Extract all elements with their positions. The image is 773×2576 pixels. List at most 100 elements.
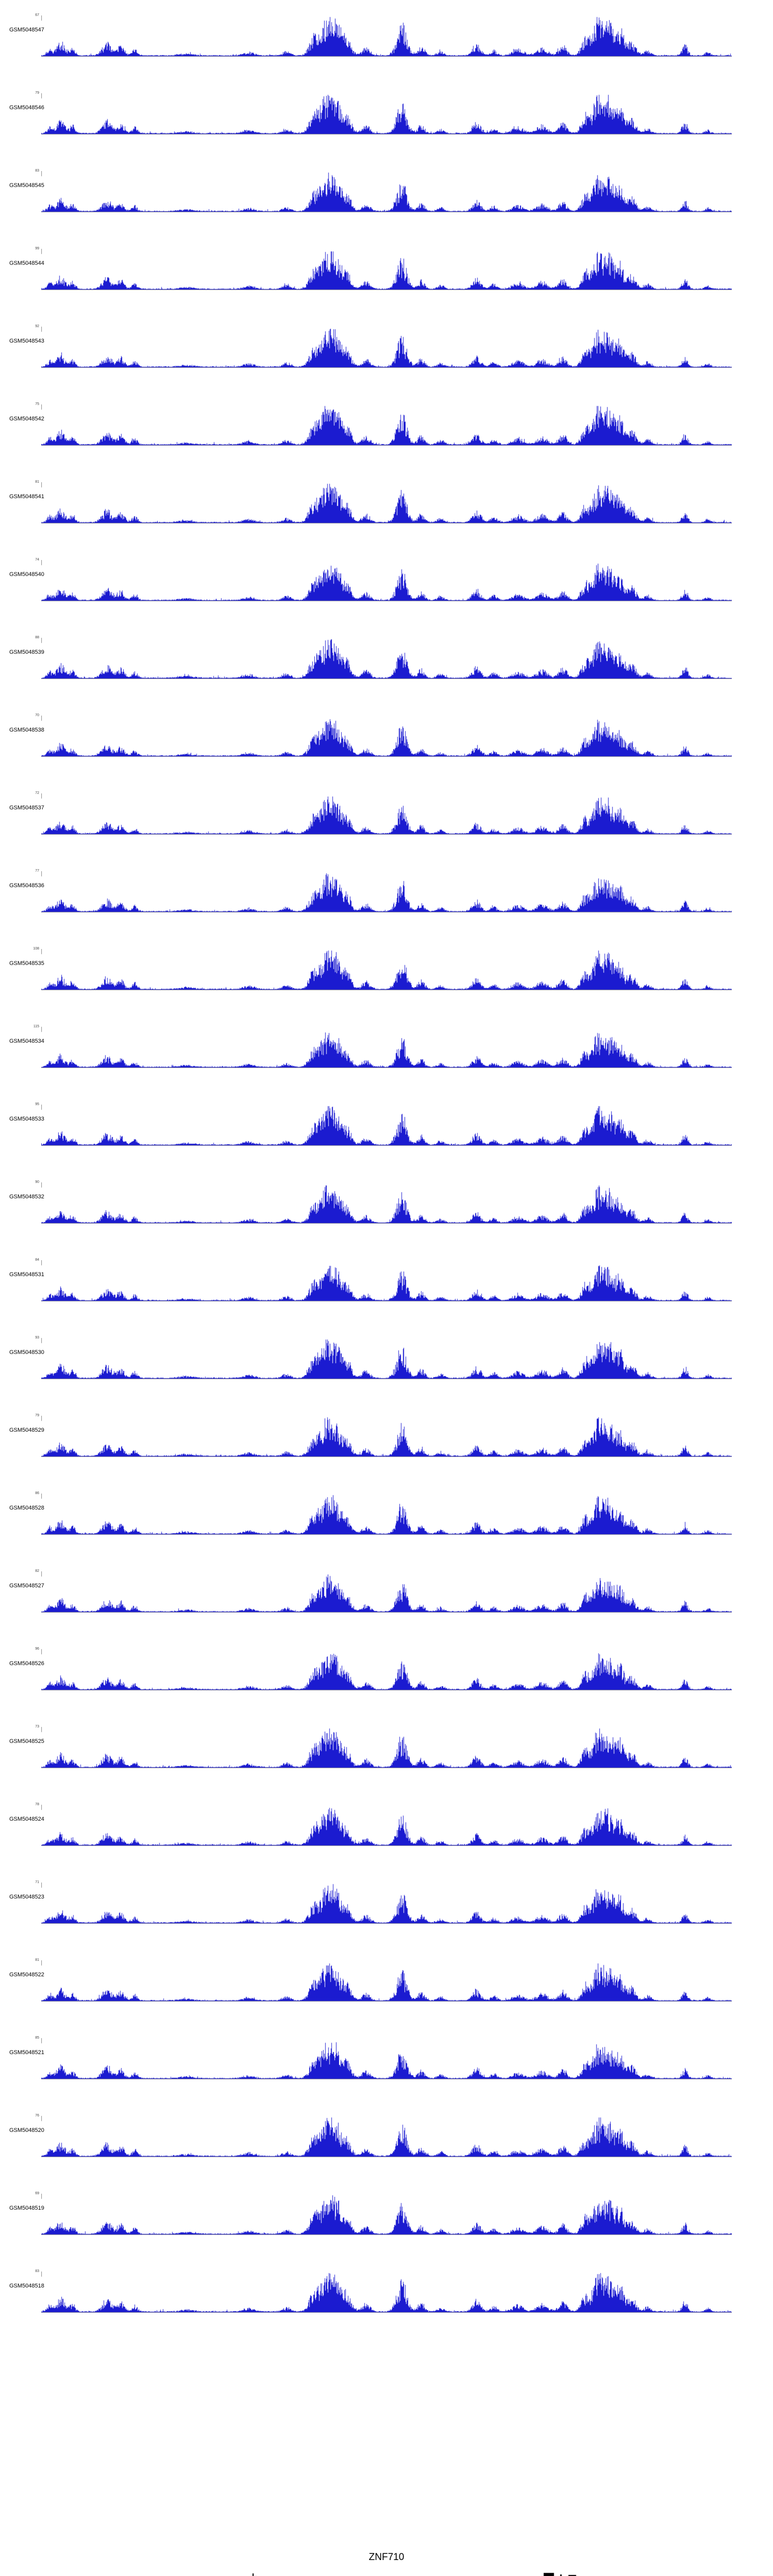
signal-track-canvas	[41, 1105, 732, 1146]
signal-track-canvas	[41, 171, 732, 212]
track-ymax-label: 79	[35, 91, 39, 95]
signal-track-row: GSM5048534 115	[0, 1025, 773, 1105]
track-sample-label: GSM5048519	[9, 2205, 44, 2211]
track-sample-label: GSM5048541	[9, 494, 44, 500]
signal-track-canvas	[41, 716, 732, 757]
gene-annotation-track: ZNF710	[0, 2548, 773, 2576]
track-sample-label: GSM5048532	[9, 1194, 44, 1200]
signal-track-canvas	[41, 1027, 732, 1068]
track-ymax-label: 67	[35, 13, 39, 17]
track-ymax-label: 92	[35, 325, 39, 328]
track-sample-label: GSM5048518	[9, 2283, 44, 2289]
signal-track-row: GSM5048532 90	[0, 1180, 773, 1260]
track-sample-label: GSM5048534	[9, 1038, 44, 1044]
signal-track-row: GSM5048525 73	[0, 1725, 773, 1805]
track-ymax-label: 76	[35, 2114, 39, 2117]
track-sample-label: GSM5048539	[9, 649, 44, 655]
track-ymax-label: 70	[35, 714, 39, 717]
signal-track-row: GSM5048547 67	[0, 13, 773, 93]
signal-track-canvas	[41, 1416, 732, 1457]
signal-track-canvas	[41, 1727, 732, 1768]
track-sample-label: GSM5048522	[9, 1972, 44, 1978]
signal-track-row: GSM5048545 83	[0, 169, 773, 249]
signal-track-row: GSM5048530 93	[0, 1336, 773, 1416]
signal-track-canvas	[41, 1571, 732, 1613]
signal-track-row: GSM5048521 85	[0, 2036, 773, 2116]
signal-track-canvas	[41, 1338, 732, 1379]
track-sample-label: GSM5048520	[9, 2127, 44, 2133]
signal-track-row: GSM5048537 72	[0, 791, 773, 871]
track-ymax-label: 93	[35, 1336, 39, 1340]
track-ymax-label: 83	[35, 2269, 39, 2273]
signal-track-row: GSM5048522 81	[0, 1958, 773, 2038]
track-ymax-label: 73	[35, 1725, 39, 1728]
signal-track-canvas	[41, 793, 732, 835]
signal-track-canvas	[41, 2116, 732, 2157]
signal-track-canvas	[41, 482, 732, 523]
signal-track-row: GSM5048526 96	[0, 1647, 773, 1727]
track-sample-label: GSM5048533	[9, 1116, 44, 1122]
signal-track-canvas	[41, 93, 732, 134]
track-sample-label: GSM5048546	[9, 105, 44, 111]
track-sample-label: GSM5048543	[9, 338, 44, 344]
track-sample-label: GSM5048521	[9, 2049, 44, 2056]
signal-track-row: GSM5048539 88	[0, 636, 773, 716]
signal-track-canvas	[41, 1960, 732, 2002]
signal-track-row: GSM5048531 84	[0, 1258, 773, 1338]
signal-track-row: GSM5048527 82	[0, 1569, 773, 1649]
track-sample-label: GSM5048523	[9, 1894, 44, 1900]
track-ymax-label: 81	[35, 1958, 39, 1962]
track-ymax-label: 72	[35, 791, 39, 795]
signal-track-row: GSM5048519 69	[0, 2192, 773, 2272]
signal-track-canvas	[41, 949, 732, 990]
signal-track-row: GSM5048544 99	[0, 247, 773, 327]
signal-track-row: GSM5048540 74	[0, 558, 773, 638]
signal-track-canvas	[41, 404, 732, 446]
track-ymax-label: 96	[35, 1647, 39, 1651]
signal-track-canvas	[41, 2194, 732, 2235]
track-sample-label: GSM5048526	[9, 1660, 44, 1667]
track-sample-label: GSM5048525	[9, 1738, 44, 1744]
signal-track-row: GSM5048535 108	[0, 947, 773, 1027]
signal-track-row: GSM5048541 81	[0, 480, 773, 560]
track-ymax-label: 88	[35, 636, 39, 639]
signal-track-canvas	[41, 1649, 732, 1690]
track-ymax-label: 95	[35, 1103, 39, 1106]
track-ymax-label: 75	[35, 402, 39, 406]
signal-track-row: GSM5048533 95	[0, 1103, 773, 1182]
signal-track-row: GSM5048536 77	[0, 869, 773, 949]
track-ymax-label: 71	[35, 1880, 39, 1884]
signal-track-canvas	[41, 1182, 732, 1224]
track-sample-label: GSM5048529	[9, 1427, 44, 1433]
signal-track-canvas	[41, 15, 732, 57]
track-ymax-label: 86	[35, 1492, 39, 1495]
track-sample-label: GSM5048538	[9, 727, 44, 733]
track-sample-label: GSM5048530	[9, 1349, 44, 1355]
signal-track-row: GSM5048546 79	[0, 91, 773, 171]
signal-track-canvas	[41, 327, 732, 368]
signal-tracks-container: GSM5048547 67 GSM5048546 79 GSM5048545 8…	[0, 13, 773, 2349]
signal-track-canvas	[41, 1883, 732, 1924]
signal-track-canvas	[41, 2038, 732, 2079]
signal-track-canvas	[41, 638, 732, 679]
track-ymax-label: 115	[33, 1025, 39, 1028]
track-sample-label: GSM5048542	[9, 416, 44, 422]
track-ymax-label: 69	[35, 2192, 39, 2195]
gene-name-label: ZNF710	[368, 2552, 405, 2563]
track-ymax-label: 82	[35, 1569, 39, 1573]
signal-track-row: GSM5048523 71	[0, 1880, 773, 1960]
signal-track-row: GSM5048528 86	[0, 1492, 773, 1571]
signal-track-canvas	[41, 560, 732, 601]
track-ymax-label: 85	[35, 2036, 39, 2040]
track-ymax-label: 79	[35, 1414, 39, 1417]
signal-track-canvas	[41, 871, 732, 912]
signal-track-row: GSM5048538 70	[0, 714, 773, 793]
signal-track-row: GSM5048542 75	[0, 402, 773, 482]
track-sample-label: GSM5048528	[9, 1505, 44, 1511]
track-ymax-label: 81	[35, 480, 39, 484]
track-ymax-label: 108	[33, 947, 39, 951]
signal-track-row: GSM5048543 92	[0, 325, 773, 404]
signal-track-canvas	[41, 1494, 732, 1535]
track-ymax-label: 84	[35, 1258, 39, 1262]
track-ymax-label: 78	[35, 1803, 39, 1806]
